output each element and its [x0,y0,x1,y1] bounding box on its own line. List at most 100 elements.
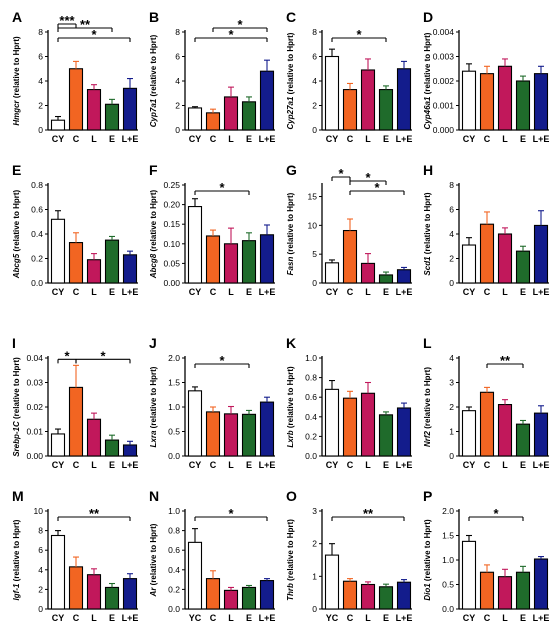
y-axis-label-gene: Abcg5 [12,253,21,279]
y-tick-label: 0 [312,278,317,288]
y-axis-label-unit: (relative to Hprt) [149,366,158,430]
y-tick-label: 0.0 [168,604,180,614]
y-tick-label: 2 [312,539,317,549]
category-label: L+E [533,134,550,144]
y-tick-label: 3 [449,378,454,388]
y-tick-label: 0 [312,604,317,614]
y-axis-label-gene: Scd1 [423,256,432,276]
category-label: C [347,613,354,623]
y-tick-label: 2 [38,584,43,594]
bar [86,418,102,457]
category-label: E [520,287,526,297]
panel-E: E Abcg5 (relative to Hprt) 0.0 0.2 0.4 0.6 0.8… [12,162,138,297]
y-tick-label: 0.2 [168,584,180,594]
y-axis-label-unit: (relative to Hprt) [423,367,432,431]
y-axis-label-gene: Srebp-1C [12,421,21,457]
bar [187,541,203,610]
significance-label: * [100,348,106,363]
bar [86,574,102,610]
panel-P: P Dio1 (relative to Hprt) 0.0 0.5 1.0 1.5 2.0 C… [423,488,549,623]
y-tick-label: 0.5 [168,427,180,437]
y-tick-label: 4 [312,76,317,86]
panel-letter: B [149,9,159,25]
panel-letter: A [12,9,22,25]
y-axis-label-unit: (relative to Hprt) [149,523,158,587]
bar [187,206,203,284]
y-tick-label: 0.8 [31,180,43,190]
category-label: CY [463,613,476,623]
category-label: CY [463,460,476,470]
panel-K: K Lxrb (relative to Hprt) 0.0 0.2 0.4 0.6 0.8 1… [286,335,412,470]
category-label: CY [52,287,65,297]
category-label: C [347,460,354,470]
significance-label: * [228,27,234,42]
y-axis-label-unit: (relative to Hprt) [286,366,295,430]
category-label: E [109,613,115,623]
category-label: E [520,134,526,144]
bar [396,407,412,457]
bar [324,262,340,284]
y-tick-label: 5 [312,249,317,259]
bar [324,554,340,610]
bar [50,433,66,457]
category-label: L [365,460,371,470]
category-label: L [228,287,234,297]
y-axis-label: Cyp7a1 (relative to Hprt) [149,34,158,127]
category-label: L [228,134,234,144]
panel-letter: E [12,162,21,178]
category-label: C [73,613,80,623]
bar [324,55,340,131]
significance-label: ** [500,353,511,368]
bar [122,578,138,610]
y-axis-label: Ar (relative to Hprt) [149,523,158,597]
category-label: CY [52,134,65,144]
y-tick-label: 0 [449,451,454,461]
y-tick-label: 4 [175,76,180,86]
y-tick-label: 0.0 [305,451,317,461]
category-label: CY [326,287,339,297]
panel-letter: N [149,488,159,504]
bar [533,73,549,131]
category-label: C [347,287,354,297]
y-tick-label: 4 [449,353,454,363]
category-label: L [502,613,508,623]
category-label: C [210,460,217,470]
y-tick-label: 2 [38,101,43,111]
bar [50,119,66,131]
y-axis-label-gene: Cyp7a1 [149,98,158,127]
bar [497,65,513,131]
significance-label: * [374,180,380,195]
bar [223,243,239,284]
y-tick-label: 0.01 [26,427,43,437]
panel-letter: L [423,335,432,351]
y-axis-label: Cyp27a1 (relative to Hprt) [286,32,295,129]
bar [86,89,102,131]
y-tick-label: 0.04 [26,353,43,363]
significance-label: * [493,506,499,521]
panel-O: O Thrb (relative to Hprt) 0 1 2 3 YC C L E L+E ** [286,488,412,623]
bar [241,413,257,457]
y-tick-label: 0.2 [305,431,317,441]
bar [86,259,102,284]
y-tick-label: 1.0 [168,506,180,516]
category-label: C [484,287,491,297]
panel-letter: K [286,335,296,351]
category-label: L [91,287,97,297]
bar [187,390,203,457]
y-tick-label: 0.20 [163,200,180,210]
panel-L: L Nrf2 (relative to Hprt) 0 1 2 3 4 CY C L E L+E ** [423,335,549,470]
category-label: C [73,134,80,144]
y-axis-label-gene: Dio1 [423,583,432,601]
panel-letter: F [149,162,158,178]
category-label: CY [189,287,202,297]
category-label: L [228,613,234,623]
bar [461,540,477,610]
y-tick-label: 10 [308,220,318,230]
y-axis-label-unit: (relative to Hprt) [149,189,158,253]
y-axis-label-gene: Ar [149,587,158,598]
bar [342,580,358,610]
bar [378,586,394,610]
y-axis-label-gene: Lxra [149,430,158,447]
y-tick-label: 0.25 [163,180,180,190]
category-label: L+E [259,460,276,470]
